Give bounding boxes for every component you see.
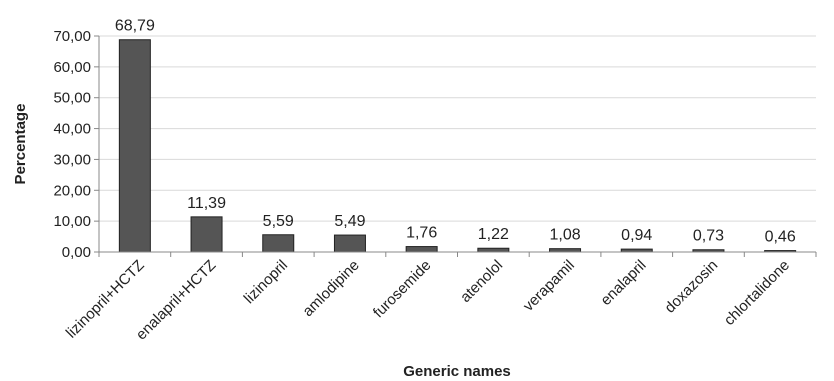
- data-label: 5,49: [334, 213, 365, 230]
- y-tick-label: 70,00: [53, 28, 91, 45]
- bar: [118, 39, 151, 253]
- y-tick-label: 20,00: [53, 182, 91, 199]
- x-axis-title: Generic names: [403, 363, 511, 380]
- data-label: 1,76: [406, 225, 437, 242]
- data-label: 0,46: [765, 229, 796, 246]
- y-tick-label: 40,00: [53, 121, 91, 138]
- bar: [190, 216, 223, 253]
- data-label: 1,08: [549, 227, 580, 244]
- data-labels: 68,79 11,39 5,59 5,49 1,76 1,22 1,08 0,94 0,73 0,…: [115, 18, 796, 246]
- y-axis-ticks: 0,00 10,00 20,00 30,00 40,00 50,00 60,00 70,00: [53, 28, 99, 261]
- data-label: 5,59: [263, 213, 294, 230]
- x-tick-label: doxazosin: [661, 257, 721, 317]
- y-tick-label: 10,00: [53, 213, 91, 230]
- y-tick-label: 30,00: [53, 151, 91, 168]
- bar: [333, 234, 366, 253]
- bar: [262, 234, 295, 253]
- y-axis-title: Percentage: [12, 104, 29, 185]
- y-tick-label: 60,00: [53, 59, 91, 76]
- data-label: 68,79: [115, 18, 155, 35]
- data-label: 0,94: [621, 227, 652, 244]
- data-label: 11,39: [187, 195, 226, 212]
- x-tick-label: chlortalidone: [721, 257, 793, 329]
- y-tick-label: 50,00: [53, 90, 91, 107]
- x-tick-label: lizinopril: [241, 257, 291, 307]
- y-tick-label: 0,00: [62, 244, 91, 261]
- bar: [477, 247, 510, 253]
- x-tick-label: atenolol: [457, 257, 506, 306]
- data-label: 0,73: [693, 228, 724, 245]
- data-label: 1,22: [478, 226, 509, 243]
- x-tick-label: amlodipine: [299, 257, 362, 320]
- x-tick-label: furosemide: [370, 257, 434, 321]
- x-tick-label: enalapril: [597, 257, 649, 309]
- bars: [118, 39, 797, 253]
- x-tick-label: verapamil: [520, 257, 578, 315]
- gridlines: [99, 35, 816, 222]
- bar: [405, 246, 438, 253]
